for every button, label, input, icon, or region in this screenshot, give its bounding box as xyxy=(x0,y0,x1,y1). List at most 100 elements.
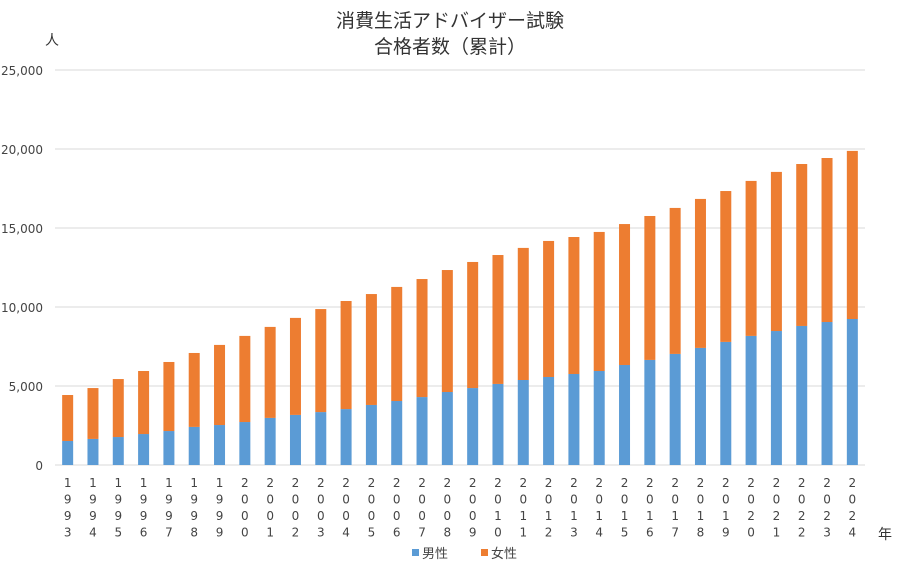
bar-male xyxy=(441,392,453,465)
bar-female xyxy=(694,198,706,348)
legend-label-male: 男性 xyxy=(422,547,449,562)
bar-female xyxy=(239,335,251,423)
bar-male xyxy=(214,425,226,465)
y-tick-label: 10,000 xyxy=(1,301,43,315)
bar-male xyxy=(416,397,428,465)
bar-male xyxy=(138,434,150,465)
bar-female xyxy=(138,370,150,435)
bar-male xyxy=(846,319,858,465)
bar-female xyxy=(340,300,352,410)
bar-male xyxy=(745,335,757,465)
bar-male xyxy=(568,373,580,465)
bar-female xyxy=(770,171,782,332)
bar-female xyxy=(644,215,656,360)
bar-male xyxy=(467,388,479,465)
bar-female xyxy=(467,261,479,389)
bar-female xyxy=(593,231,605,371)
legend-swatch-male xyxy=(412,549,419,556)
y-tick-label: 20,000 xyxy=(1,143,43,157)
bar-female xyxy=(365,294,377,405)
bar-female xyxy=(517,247,529,380)
bar-female xyxy=(568,237,580,374)
bar-female xyxy=(289,317,301,415)
bar-female xyxy=(821,158,833,323)
bar-male xyxy=(543,376,555,465)
bar-female xyxy=(188,352,200,427)
bar-male xyxy=(720,341,732,465)
bar-male xyxy=(517,379,529,465)
bar-female xyxy=(619,224,631,365)
bar-male xyxy=(669,353,681,465)
bar-male xyxy=(87,438,99,465)
bar-female xyxy=(543,240,555,377)
bar-female xyxy=(669,207,681,354)
bar-male xyxy=(112,437,124,465)
bar-male xyxy=(264,417,276,465)
bar-female xyxy=(391,286,403,402)
bar-female xyxy=(87,388,99,439)
bar-female xyxy=(214,344,226,426)
bar-male xyxy=(239,422,251,465)
y-tick-label: 25,000 xyxy=(1,64,43,78)
bar-male xyxy=(365,404,377,465)
bar-male xyxy=(315,412,327,465)
legend-item-male: 男性 xyxy=(412,543,448,562)
bar-male xyxy=(593,370,605,465)
y-tick-label: 15,000 xyxy=(1,222,43,236)
bar-female xyxy=(745,180,757,336)
y-tick-label: 0 xyxy=(35,459,43,473)
legend-swatch-female xyxy=(481,549,488,556)
bar-male xyxy=(391,401,403,465)
y-axis-unit: 人 xyxy=(45,33,59,49)
bar-female xyxy=(264,326,276,418)
bar-male xyxy=(770,331,782,465)
bar-male xyxy=(62,440,74,465)
bar-male xyxy=(188,426,200,465)
bar-female xyxy=(416,279,428,398)
legend-label-female: 女性 xyxy=(491,547,518,562)
bar-female xyxy=(112,379,124,438)
bar-male xyxy=(821,322,833,465)
bar-male xyxy=(340,409,352,465)
bar-female xyxy=(441,270,453,393)
bar-female xyxy=(492,255,504,384)
legend-item-female: 女性 xyxy=(481,543,517,562)
bar-female xyxy=(796,164,808,326)
bar-male xyxy=(694,347,706,465)
chart-title-line1: 消費生活アドバイザー試験 xyxy=(335,10,564,32)
bar-male xyxy=(796,325,808,465)
bar-female xyxy=(720,191,732,342)
x-axis-unit: 年 xyxy=(878,527,892,543)
